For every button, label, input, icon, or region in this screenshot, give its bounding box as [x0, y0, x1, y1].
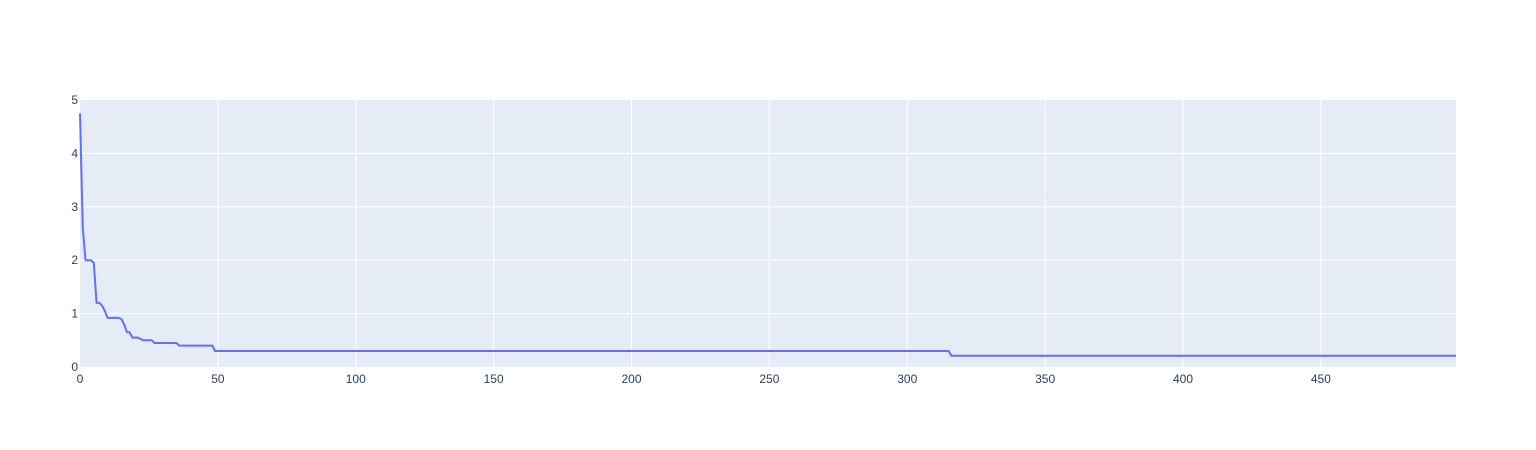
plot-background: [80, 100, 1456, 367]
x-axis-ticks: 0 50 100 150 200 250 300 350 400 450: [77, 372, 1332, 386]
x-tick-label: 450: [1311, 372, 1331, 386]
x-tick-label: 150: [484, 372, 504, 386]
y-tick-label: 3: [71, 200, 78, 214]
x-tick-label: 300: [897, 372, 917, 386]
y-tick-label: 1: [71, 307, 78, 321]
y-tick-label: 0: [71, 360, 78, 374]
x-tick-label: 0: [77, 372, 84, 386]
x-tick-label: 400: [1173, 372, 1193, 386]
x-tick-label: 50: [211, 372, 225, 386]
y-tick-label: 4: [71, 146, 78, 160]
x-tick-label: 350: [1035, 372, 1055, 386]
grid-lines: [80, 100, 1456, 367]
x-tick-label: 250: [759, 372, 779, 386]
y-axis-ticks: 0 1 2 3 4 5: [71, 93, 78, 374]
y-tick-label: 5: [71, 93, 78, 107]
x-tick-label: 200: [621, 372, 641, 386]
y-tick-label: 2: [71, 253, 78, 267]
x-tick-label: 100: [346, 372, 366, 386]
series-layer: [79, 113, 1456, 357]
series-line: [79, 113, 1456, 357]
